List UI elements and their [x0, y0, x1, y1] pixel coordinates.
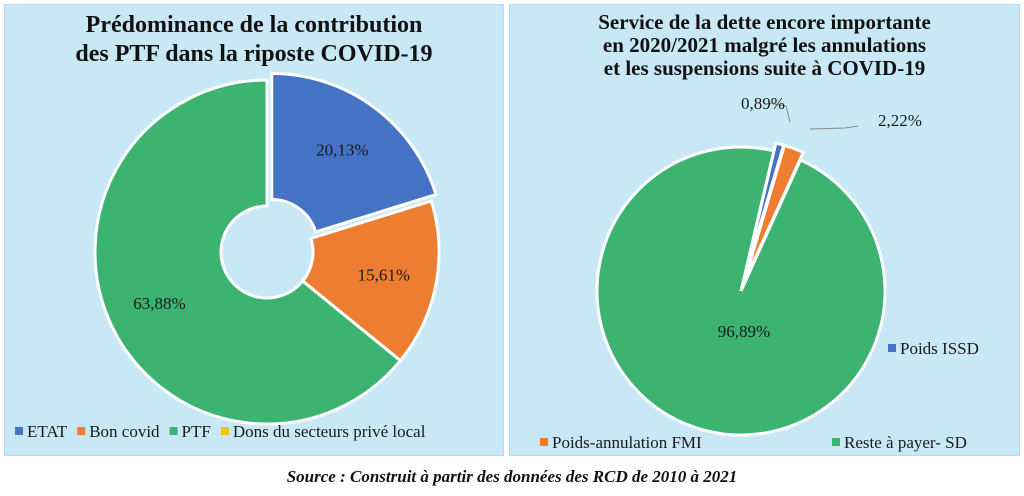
data-label-bon-covid: 15,61%	[358, 266, 410, 285]
slice-bon-covid	[300, 199, 441, 363]
chart-title-left-line-1: Prédominance de la contribution	[85, 12, 423, 38]
slice-reste-a-payer-sd	[595, 145, 887, 437]
legend-label-poids-issd: Poids ISSD	[900, 339, 979, 358]
legend-swatch-poids-annulation-fmi	[540, 438, 548, 446]
leader-line-poids-issd	[767, 102, 791, 123]
slice-ptf	[93, 78, 403, 426]
legend-swatch-etat	[15, 427, 23, 435]
pie-chart: 0,89% 2,22% 96,89% Poids ISSD Poids-annulati…	[540, 94, 979, 452]
chart-title-left-line-2: des PTF dans la riposte COVID-19	[75, 41, 433, 67]
data-label-ptf: 63,88%	[133, 294, 185, 313]
legend-label-bon-covid: Bon covid	[89, 422, 160, 441]
data-label-poids-issd: 0,89%	[741, 94, 785, 113]
legend-label-etat: ETAT	[27, 422, 68, 441]
chart-title-right: Service de la dette encore importante en…	[510, 11, 1019, 80]
legend-label-reste-a-payer-sd: Reste à payer- SD	[844, 433, 967, 452]
data-label-reste-a-payer-sd: 96,89%	[718, 322, 770, 341]
chart-title-left: Prédominance de la contribution des PTF …	[5, 11, 503, 69]
chart-title-right-line-2: en 2020/2021 malgré les annulations	[602, 33, 927, 57]
chart-panel-right: Service de la dette encore importante en…	[509, 4, 1020, 456]
legend-right: Poids ISSD Poids-annulation FMI Reste à pa…	[540, 339, 979, 452]
chart-panel-left: Prédominance de la contribution des PTF …	[4, 4, 504, 456]
legend-label-ptf: PTF	[182, 422, 211, 441]
chart-title-right-line-3: et les suspensions suite à COVID-19	[603, 56, 926, 80]
donut-chart: 20,13% 15,61% 63,88% ETAT Bon covid PTF Dons d…	[15, 72, 441, 441]
legend-swatch-bon-covid	[77, 427, 86, 435]
legend-swatch-reste-a-payer-sd	[832, 438, 840, 446]
legend-left: ETAT Bon covid PTF Dons du secteurs privé l…	[15, 422, 426, 441]
legend-swatch-ptf	[169, 427, 178, 435]
data-label-etat: 20,13%	[316, 141, 368, 160]
legend-swatch-poids-issd	[888, 344, 896, 352]
source-note: Source : Construit à partir des données …	[286, 467, 738, 486]
slice-etat	[270, 72, 438, 234]
chart-title-right-line-1: Service de la dette encore importante	[598, 10, 931, 34]
legend-label-poids-annulation-fmi: Poids-annulation FMI	[552, 433, 702, 452]
legend-swatch-dons-du-secteurs-prive-local	[220, 427, 229, 435]
legend-label-dons-du-secteurs-prive-local: Dons du secteurs privé local	[233, 422, 426, 441]
leader-line-poids-annulation-fmi	[809, 125, 859, 130]
data-label-poids-annulation-fmi: 2,22%	[878, 111, 922, 130]
